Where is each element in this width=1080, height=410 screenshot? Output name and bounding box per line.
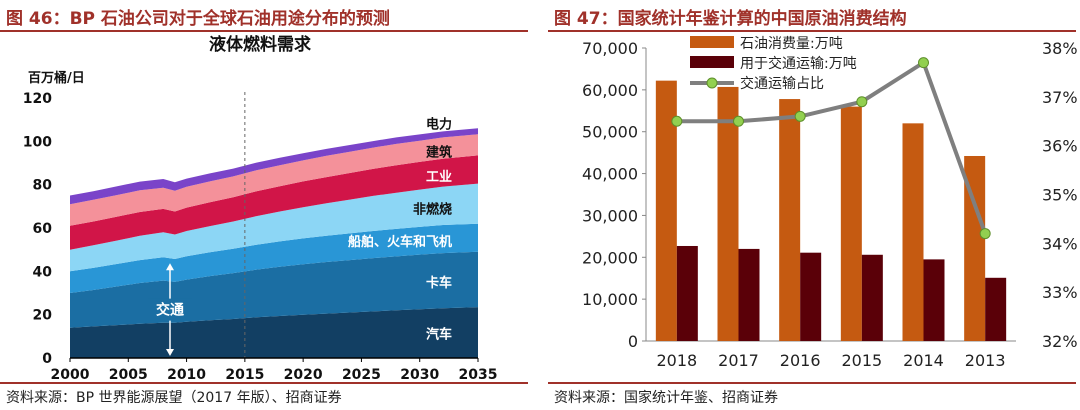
y-tick-label-100: 100 — [23, 134, 52, 150]
y2-tick-label-38: 38% — [1042, 39, 1078, 58]
chart-title: 液体燃料需求 — [209, 34, 311, 55]
area-series-5 — [70, 134, 478, 226]
bar-transport-2017 — [738, 248, 760, 341]
y-tick-label-0: 0 — [42, 351, 52, 367]
legend-swatch-share-marker — [706, 77, 718, 89]
x-tick-label-2014: 2014 — [903, 351, 944, 370]
point-transport-share-2016 — [794, 110, 806, 122]
right-source-rule — [548, 382, 1076, 384]
series-label-1: 卡车 — [426, 275, 452, 291]
y-tick-label-20: 20 — [33, 308, 53, 324]
y2-tick-label-35: 35% — [1042, 186, 1078, 205]
y-axis-label: 百万桶/日 — [28, 70, 85, 86]
transport-arrow-down — [166, 349, 174, 356]
y2-tick-label-33: 33% — [1042, 283, 1078, 302]
point-transport-share-2015 — [856, 96, 868, 108]
y-tick-label-80: 80 — [33, 178, 53, 194]
area-series-6 — [70, 128, 478, 205]
y-tick-label-40000: 40,000 — [582, 165, 638, 184]
left-figure-panel: 图 46：BP 石油公司对于全球石油用途分布的预测 液体燃料需求 百万桶/日 200… — [0, 0, 532, 410]
series-label-3: 非燃烧 — [413, 201, 452, 217]
area-series-0 — [70, 307, 478, 358]
x-tick-label-2020: 2020 — [284, 367, 323, 382]
transport-annotation: 交通 — [156, 302, 184, 319]
point-transport-share-2014 — [918, 57, 929, 69]
y-tick-label-30000: 30,000 — [582, 206, 638, 225]
x-tick-label-2017: 2017 — [718, 351, 759, 370]
bar-consumption-2015 — [840, 106, 862, 341]
y2-tick-label-36: 36% — [1042, 137, 1078, 156]
line-transport-share — [676, 59, 988, 235]
x-tick-label-2015: 2015 — [841, 351, 882, 370]
legend-label-consumption: 石油消费量:万吨 — [740, 36, 843, 52]
bar-consumption-2014 — [902, 123, 924, 341]
y-tick-label-20000: 20,000 — [582, 248, 638, 267]
right-figure-title: 图 47：国家统计年鉴计算的中国原油消费结构 — [554, 9, 907, 29]
x-tick-label-2025: 2025 — [342, 367, 381, 382]
series-label-6: 电力 — [426, 116, 452, 132]
series-label-5: 建筑 — [426, 144, 452, 160]
right-source: 资料来源：国家统计年鉴、招商证券 — [554, 390, 778, 406]
x-tick-label-2018: 2018 — [656, 351, 697, 370]
x-tick-label-2005: 2005 — [109, 367, 148, 382]
bar-transport-2018 — [676, 245, 698, 341]
y-tick-label-120: 120 — [23, 91, 52, 107]
left-figure-title: 图 46：BP 石油公司对于全球石油用途分布的预测 — [6, 9, 390, 29]
y-tick-label-60: 60 — [33, 221, 53, 237]
y-tick-label-60000: 60,000 — [582, 81, 638, 100]
y-tick-label-50000: 50,000 — [582, 123, 638, 142]
area-series-4 — [70, 155, 478, 250]
bar-transport-2015 — [861, 254, 883, 341]
legend-label-share: 交通运输占比 — [740, 75, 824, 92]
x-tick-label-2030: 2030 — [400, 367, 439, 382]
y-tick-label-70000: 70,000 — [582, 39, 638, 58]
y-tick-label-10000: 10,000 — [582, 290, 638, 309]
left-title-rule — [0, 30, 528, 32]
x-tick-label-2016: 2016 — [780, 351, 821, 370]
x-tick-label-2035: 2035 — [459, 367, 498, 382]
series-label-4: 工业 — [426, 169, 452, 185]
point-transport-share-2018 — [671, 115, 683, 127]
transport-arrow-up — [166, 263, 174, 271]
legend-swatch-consumption — [690, 36, 734, 48]
transport-label-bg — [148, 298, 192, 321]
series-label-0: 汽车 — [426, 327, 452, 343]
legend-swatch-transport — [690, 56, 734, 68]
bar-consumption-2018 — [655, 80, 677, 342]
x-tick-label-2015: 2015 — [225, 367, 264, 382]
area-series-2 — [70, 223, 478, 293]
china-oil-consumption-chart: 0 10,000 20,000 30,000 40,000 50,000 60,000 70,… — [582, 36, 1078, 370]
bar-transport-2016 — [800, 252, 822, 341]
x-tick-label-2000: 2000 — [51, 367, 90, 382]
left-source-rule — [0, 382, 528, 384]
series-label-2: 船舶、火车和飞机 — [348, 234, 452, 250]
bar-transport-2014 — [923, 259, 945, 341]
bar-consumption-2017 — [717, 86, 739, 341]
point-transport-share-2017 — [733, 115, 744, 127]
right-title-rule — [548, 30, 1076, 32]
legend-label-transport: 用于交通运输:万吨 — [740, 55, 857, 72]
x-tick-label-2013: 2013 — [965, 351, 1006, 370]
y2-tick-label-37: 37% — [1042, 88, 1078, 107]
right-figure-panel: 图 47：国家统计年鉴计算的中国原油消费结构 0 10,000 20,000 30,0… — [548, 0, 1080, 410]
x-tick-label-2010: 2010 — [167, 367, 206, 382]
left-source: 资料来源：BP 世界能源展望（2017 年版）、招商证券 — [6, 390, 342, 406]
bar-consumption-2016 — [779, 99, 801, 342]
point-transport-share-2013 — [979, 228, 991, 240]
y2-tick-label-32: 32% — [1042, 332, 1078, 351]
y-tick-label-40: 40 — [33, 264, 53, 280]
y-tick-label-0: 0 — [628, 332, 638, 351]
area-series-3 — [70, 183, 478, 272]
bar-transport-2013 — [985, 277, 1007, 341]
y2-tick-label-34: 34% — [1042, 234, 1078, 253]
bar-consumption-2013 — [964, 155, 986, 341]
